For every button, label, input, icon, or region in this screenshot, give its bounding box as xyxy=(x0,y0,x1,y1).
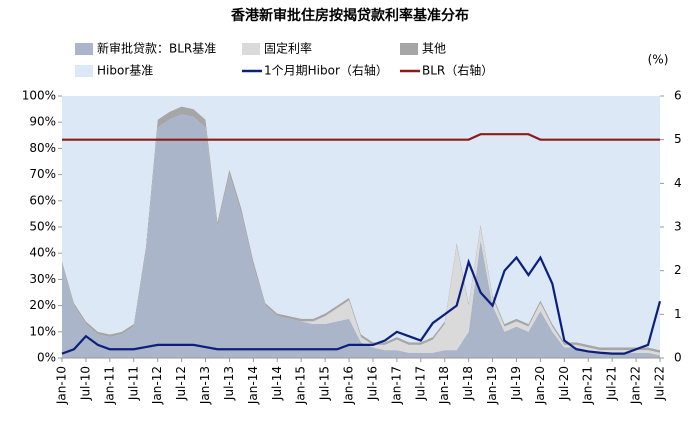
line xyxy=(61,255,662,355)
area xyxy=(62,96,660,351)
x-tick-label: Jul-19 xyxy=(509,366,523,401)
x-tick-label: Jul-14 xyxy=(270,366,284,401)
legend-label: Hibor基准 xyxy=(97,64,153,78)
x-tick-label: Jul-20 xyxy=(557,366,571,401)
y-tick-label: 50% xyxy=(29,220,56,234)
legend-label: BLR（右轴） xyxy=(422,63,493,78)
x-tick-label: Jan-10 xyxy=(55,366,69,405)
y-tick-label: 30% xyxy=(29,272,56,286)
x-tick-label: Jul-12 xyxy=(174,366,188,401)
area xyxy=(62,114,660,358)
legend-swatch xyxy=(75,65,93,77)
x-tick-label: Jul-11 xyxy=(126,366,140,401)
y-tick-label: 80% xyxy=(29,141,56,155)
x-tick-label: Jan-19 xyxy=(485,366,499,405)
y-tick-label: 100% xyxy=(22,89,56,103)
x-tick-label: Jul-13 xyxy=(222,366,236,401)
x-tick-label: Jan-11 xyxy=(102,366,116,405)
x-tick-label: Jul-17 xyxy=(413,366,427,401)
y2-tick-label: 2 xyxy=(674,263,682,277)
y2-tick-label: 6 xyxy=(674,89,682,103)
legend-swatch xyxy=(242,43,260,55)
legend-label: 其他 xyxy=(422,42,446,56)
legend-swatch xyxy=(400,43,418,55)
x-tick-label: Jul-22 xyxy=(653,366,667,401)
y2-tick-label: 4 xyxy=(674,176,682,190)
x-tick-label: Jan-21 xyxy=(581,366,595,405)
y-tick-label: 60% xyxy=(29,193,56,207)
x-tick-label: Jan-22 xyxy=(629,366,643,405)
legend-label: 新审批贷款：BLR基准 xyxy=(97,41,216,56)
x-tick-label: Jul-21 xyxy=(605,366,619,401)
x-tick-label: Jan-14 xyxy=(246,366,260,405)
x-tick-label: Jan-17 xyxy=(389,366,403,405)
y-tick-label: 70% xyxy=(29,167,56,181)
y2-tick-label: 0 xyxy=(674,351,682,365)
x-tick-label: Jul-10 xyxy=(78,366,92,401)
x-tick-label: Jul-18 xyxy=(461,366,475,401)
x-tick-label: Jul-15 xyxy=(318,366,332,401)
y-tick-label: 90% xyxy=(29,115,56,129)
x-tick-label: Jan-15 xyxy=(294,366,308,405)
x-tick-label: Jan-12 xyxy=(150,366,164,405)
y2-tick-label: 1 xyxy=(674,307,682,321)
line xyxy=(62,133,660,141)
y-tick-label: 40% xyxy=(29,246,56,260)
legend-label: 1个月期Hibor（右轴） xyxy=(264,63,388,78)
legend-label: 固定利率 xyxy=(264,41,312,56)
x-tick-label: Jan-20 xyxy=(533,366,547,405)
y-tick-label: 10% xyxy=(29,324,56,338)
y-tick-label: 20% xyxy=(29,298,56,312)
y2-tick-label: 3 xyxy=(674,220,682,234)
chart-title: 香港新审批住房按揭贷款利率基准分布 xyxy=(230,7,469,24)
legend-swatch xyxy=(75,43,93,55)
x-tick-label: Jul-16 xyxy=(365,366,379,401)
x-tick-label: Jan-16 xyxy=(342,366,356,405)
x-tick-label: Jan-18 xyxy=(437,366,451,405)
y2-unit: (%) xyxy=(648,53,669,67)
y2-tick-label: 5 xyxy=(674,132,682,146)
y-tick-label: 0% xyxy=(37,351,56,365)
x-tick-label: Jan-13 xyxy=(198,366,212,405)
